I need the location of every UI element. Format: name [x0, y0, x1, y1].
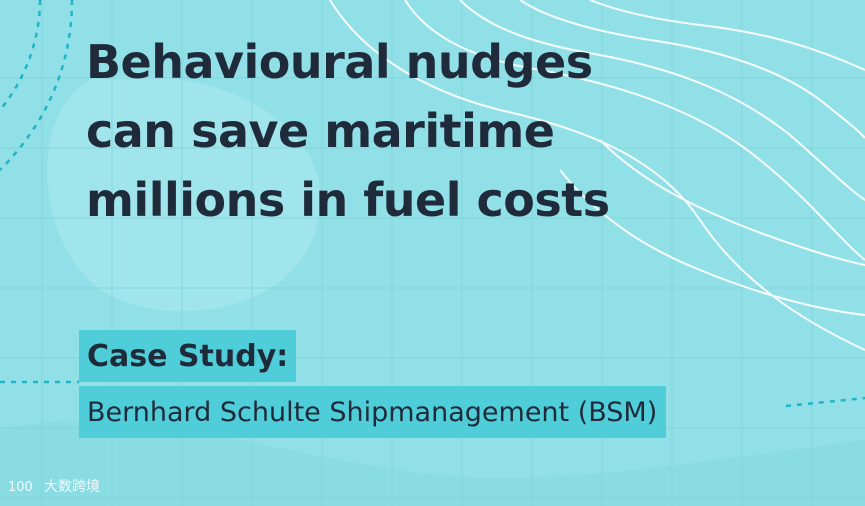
svg-text:100: 100	[8, 480, 33, 495]
watermark: 100 大数跨境	[8, 476, 100, 496]
background-blob-lower	[0, 420, 865, 506]
watermark-logo-icon: 100	[8, 477, 38, 495]
dashed-lines	[0, 0, 865, 408]
case-study-label: Case Study:	[79, 330, 297, 382]
company-name-label: Bernhard Schulte Shipmanagement (BSM)	[79, 386, 667, 438]
watermark-text: 大数跨境	[44, 479, 100, 495]
headline: Behavioural nudges can save maritime mil…	[86, 28, 610, 235]
headline-line-3: millions in fuel costs	[86, 173, 610, 227]
headline-line-1: Behavioural nudges	[86, 35, 593, 89]
contour-lines	[329, 0, 865, 351]
headline-line-2: can save maritime	[86, 104, 555, 158]
